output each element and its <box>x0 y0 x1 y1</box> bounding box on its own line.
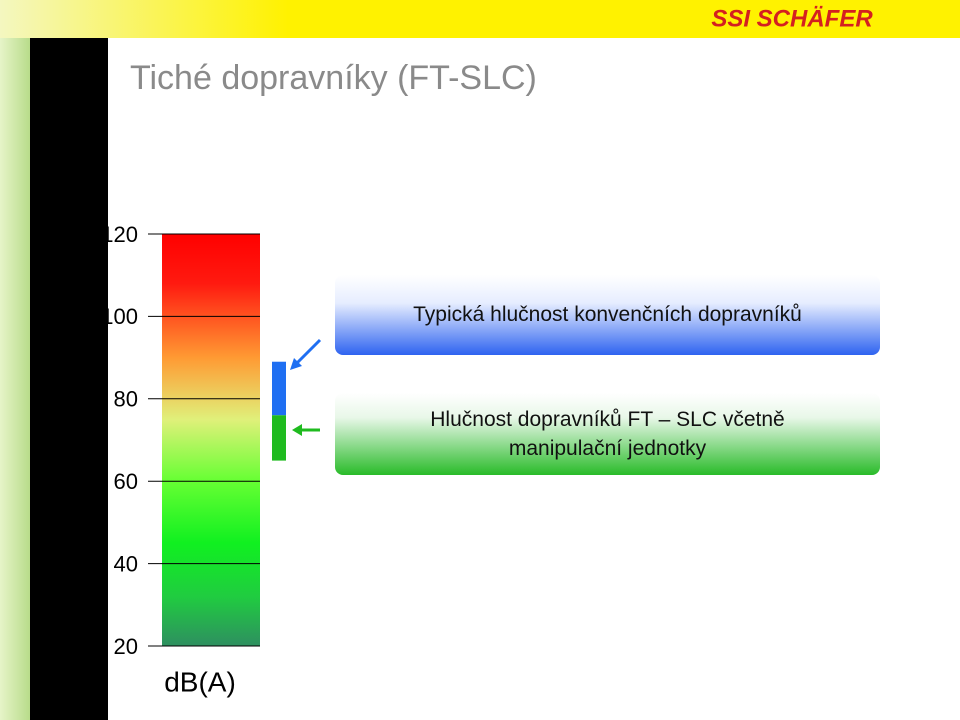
title: Tiché dopravníky (FT-SLC) <box>130 59 537 97</box>
unit-label: dB(A) <box>164 666 236 697</box>
y-tick-label: 60 <box>114 469 138 494</box>
arrow-head <box>290 358 302 370</box>
callout: Typická hlučnost konvenčních dopravníků <box>335 275 880 355</box>
y-tick-label: 80 <box>114 387 138 412</box>
legend-label: Typická hlučnost konvenčních dopravníků <box>413 303 802 326</box>
logo: SSI SCHÄFER <box>711 5 873 32</box>
left-black-bar <box>30 38 108 720</box>
left-strip <box>0 38 30 720</box>
range-bar <box>272 361 286 416</box>
range-bar <box>272 415 286 461</box>
arrow-head <box>292 424 302 436</box>
callout: Hlučnost dopravníků FT – SLC včetně mani… <box>335 393 880 475</box>
scale-bar <box>162 234 260 646</box>
legend-label: Hlučnost dopravníků FT – SLC včetně mani… <box>430 407 785 460</box>
y-tick-label: 40 <box>114 551 138 576</box>
arrow <box>294 338 322 366</box>
y-tick-label: 20 <box>114 634 138 659</box>
top-band <box>0 0 960 38</box>
